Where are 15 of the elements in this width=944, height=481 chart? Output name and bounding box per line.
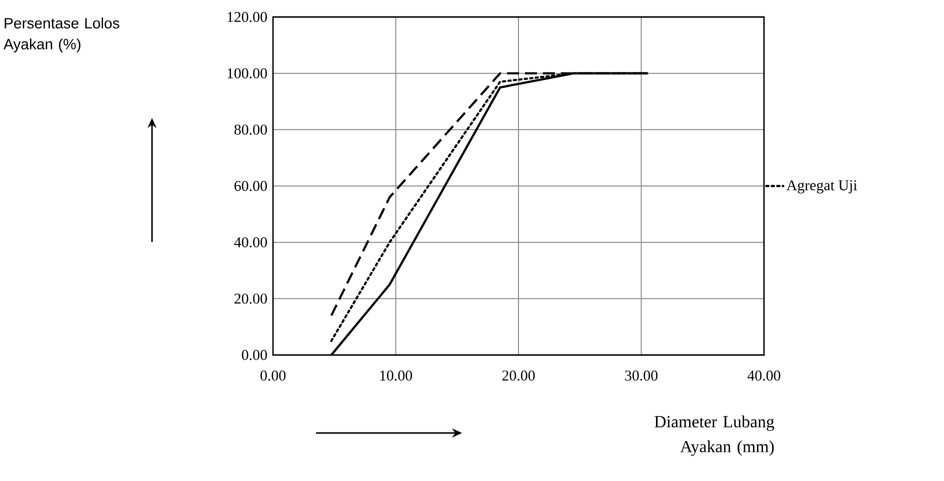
x-tick-label: 0.00 <box>260 370 286 381</box>
y-tick-label: 0.00 <box>242 350 267 360</box>
y-tick-label: 40.00 <box>234 237 267 248</box>
y-tick-label: 20.00 <box>234 294 267 304</box>
x-tick-label: 40.00 <box>747 370 780 381</box>
y-tick-label: 100.00 <box>228 68 267 78</box>
text: Diameter Lubang Ayakan (mm) <box>654 416 774 456</box>
y-tick-label: 120.00 <box>228 12 267 22</box>
x-tick-label: 10.00 <box>380 370 412 381</box>
y-tick-label: 60.00 <box>234 180 267 192</box>
legend-label: Agregat Uji <box>786 180 858 194</box>
text: Persentase Lolos Ayakan (%) <box>4 18 120 52</box>
x-tick-label: 20.00 <box>502 370 535 381</box>
x-tick-label: 30.00 <box>625 370 658 381</box>
y-tick-label: 80.00 <box>234 124 267 135</box>
